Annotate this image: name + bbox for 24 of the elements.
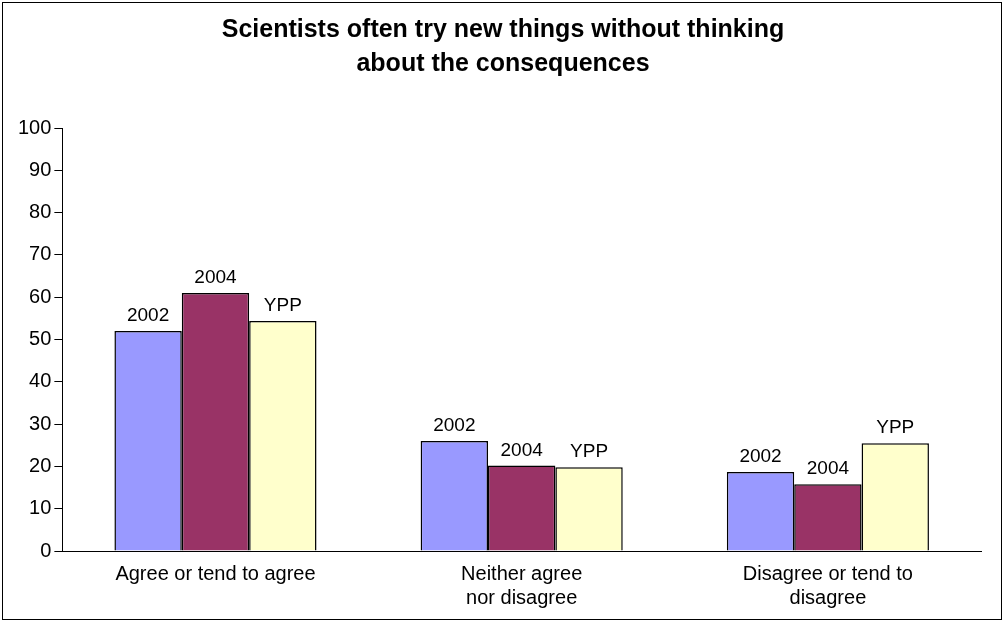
x-tick-label: Agree or tend to agree (115, 561, 316, 584)
x-tick-label: Disagree or tend to disagree (742, 561, 913, 608)
y-tick-label: 100 (17, 115, 52, 138)
series-label: 2004 (194, 265, 238, 287)
y-tick-label: 90 (29, 157, 52, 180)
y-tick-label: 30 (29, 411, 52, 434)
chart-title: Scientists often try new things without thinking about the consequences (220, 13, 786, 78)
series-label: YPP (263, 293, 302, 315)
series-label: 2002 (126, 304, 170, 326)
y-tick-label: 0 (40, 538, 52, 561)
text: YPP (876, 416, 915, 438)
y-tick-label: 70 (29, 242, 52, 265)
y-tick-label: 40 (29, 369, 52, 392)
text: 2002 (739, 444, 782, 466)
text: YPP (570, 440, 609, 462)
text: 2002 (433, 414, 476, 436)
y-tick-label: 20 (29, 453, 52, 476)
text: 2004 (806, 457, 850, 479)
x-tick-label: Neither agree nor disagree (461, 561, 583, 608)
y-tick-label: 10 (29, 496, 52, 519)
y-tick-label: 50 (29, 327, 52, 350)
y-tick-label: 80 (29, 200, 52, 223)
text: 2004 (500, 438, 543, 460)
y-tick-label: 60 (29, 284, 52, 307)
